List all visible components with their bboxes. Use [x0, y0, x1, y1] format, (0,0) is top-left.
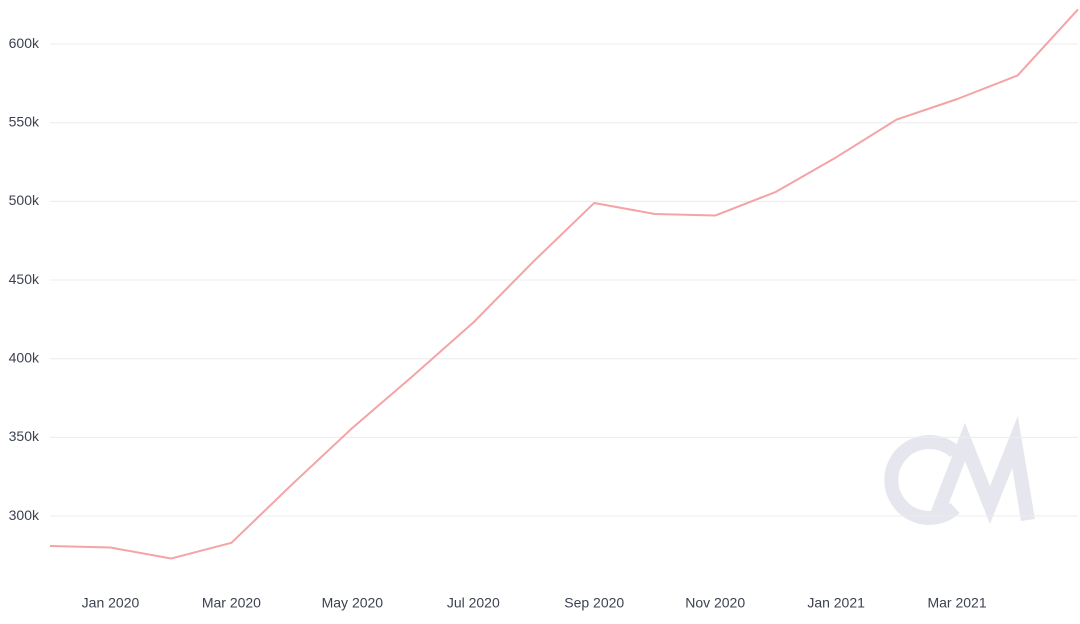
x-tick-label: Nov 2020	[685, 595, 745, 611]
x-tick-label: Jan 2021	[807, 595, 865, 611]
y-tick-label: 400k	[9, 349, 40, 365]
y-tick-label: 550k	[9, 113, 40, 129]
x-tick-label: Jan 2020	[82, 595, 140, 611]
x-tick-label: May 2020	[322, 595, 384, 611]
x-tick-label: Mar 2020	[202, 595, 261, 611]
data-line	[49, 8, 1079, 560]
y-tick-label: 450k	[9, 271, 40, 287]
x-tick-label: Sep 2020	[564, 595, 624, 611]
y-tick-label: 600k	[9, 35, 40, 51]
watermark-logo	[884, 416, 1035, 525]
x-tick-label: Mar 2021	[927, 595, 986, 611]
y-tick-label: 500k	[9, 192, 40, 208]
y-tick-label: 300k	[9, 507, 40, 523]
x-tick-label: Jul 2020	[447, 595, 500, 611]
y-tick-label: 350k	[9, 428, 40, 444]
